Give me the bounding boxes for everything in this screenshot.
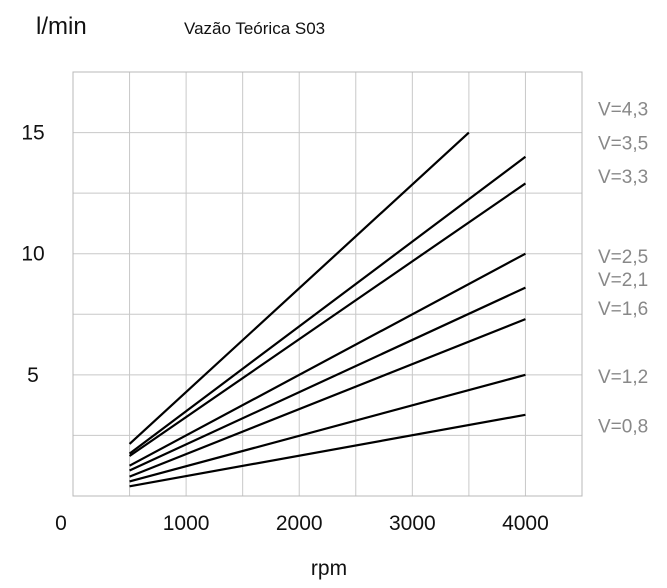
series-line [128,131,470,445]
series-line [129,286,526,472]
y-tick-label: 10 [21,243,44,266]
series-line [128,182,527,457]
y-tick-label: 15 [21,122,44,145]
series-label: V=1,6 [598,299,648,320]
series-line [129,413,526,488]
series-label: V=4,3 [598,99,648,120]
series-lines [128,131,527,488]
x-tick-label: 3000 [389,512,436,535]
series-label: V=0,8 [598,417,648,438]
x-tick-label: 1000 [163,512,210,535]
x-tick-label: 4000 [502,512,549,535]
y-tick-labels: 5 10 15 [21,122,44,387]
series-line [129,373,526,483]
x-tick-labels: 0 1000 2000 3000 4000 [55,512,549,535]
series-line [128,155,527,455]
series-line [129,318,526,478]
series-label: V=2,1 [598,270,648,291]
series-labels: V=4,3 V=3,5 V=3,3 V=2,5V=2,1 V=1,6 V=1,2 V=0,8 [598,99,648,437]
series-label: V=3,3 [598,167,648,188]
plot-frame [72,71,583,497]
grid [73,72,582,496]
y-axis-unit-label: l/min [36,13,87,40]
series-label: V=3,5 [598,133,648,154]
chart-title: Vazão Teórica S03 [184,19,325,38]
series-label: V=1,2 [598,367,648,388]
x-tick-label: 0 [55,512,67,535]
series-label: V=2,5 [598,247,648,268]
x-axis-label: rpm [311,557,347,580]
x-tick-label: 2000 [276,512,323,535]
y-tick-label: 5 [27,364,39,387]
series-line [129,252,526,467]
